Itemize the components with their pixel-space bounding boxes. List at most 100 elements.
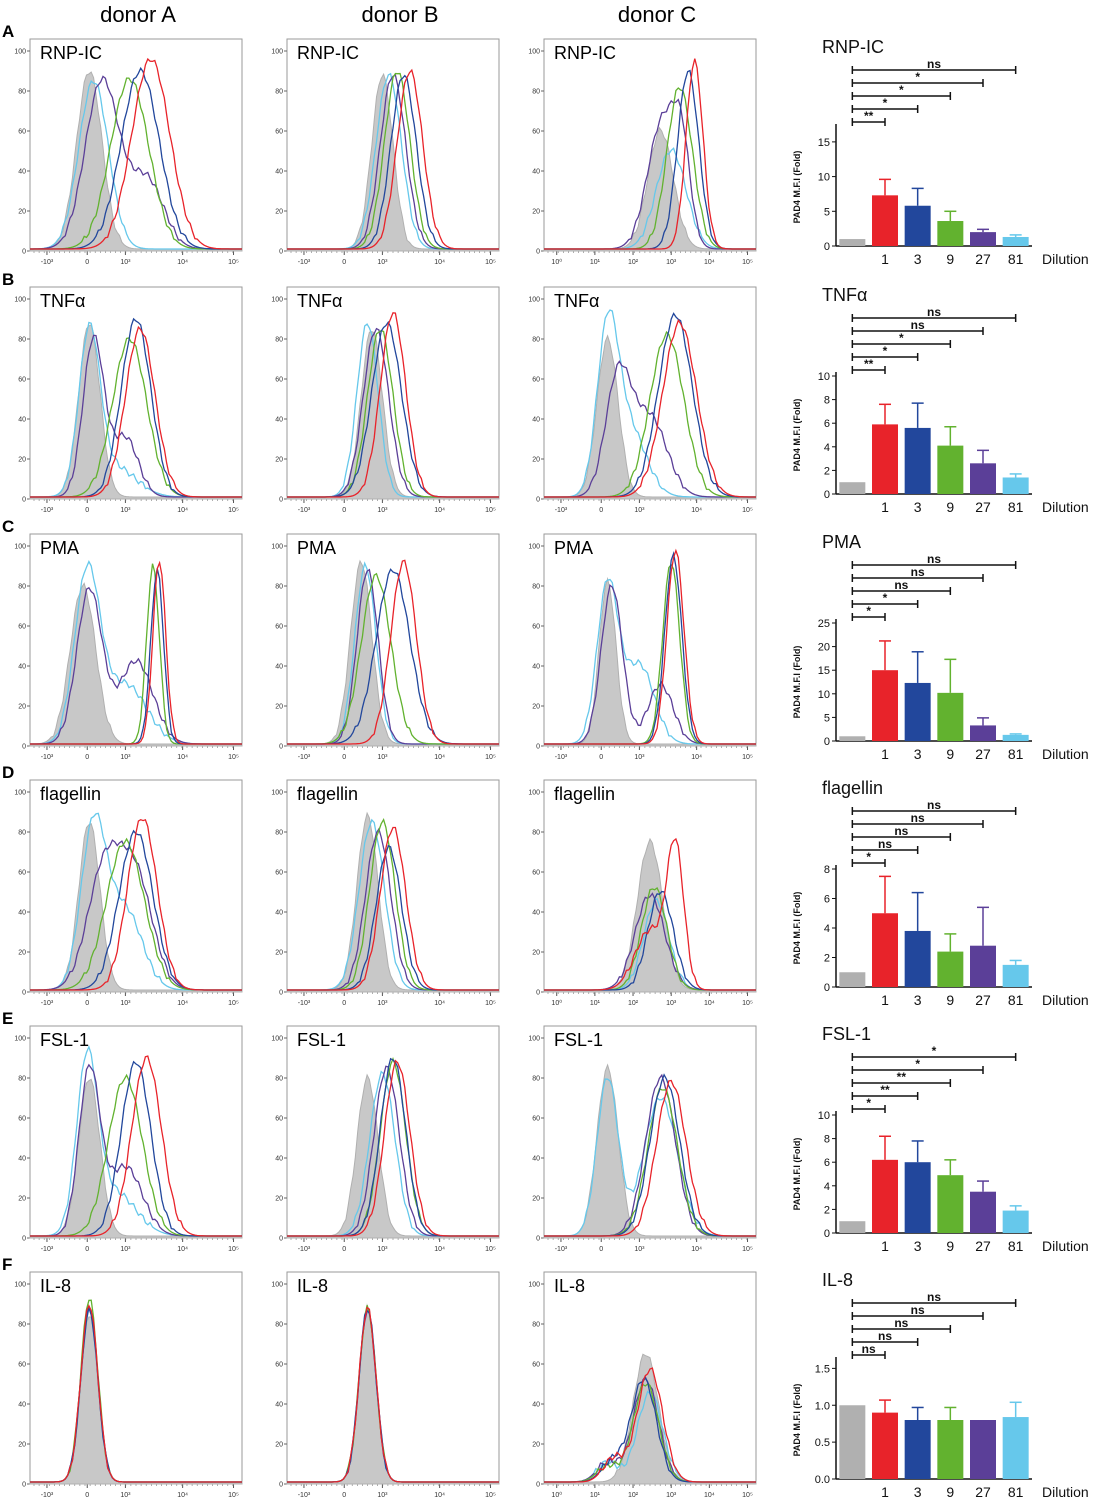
bar-A-ytick-label: 15	[818, 137, 830, 149]
hist-F-0-ytick-label: 40	[18, 1402, 26, 1409]
hist-C-2-ytick-label: 20	[532, 704, 540, 711]
bar-E-bar-control	[839, 1221, 866, 1233]
bar-B-bar-81	[1002, 477, 1029, 494]
hist-C-2-stimulus-label: PMA	[554, 538, 593, 558]
hist-B-1-xtick-label: 0	[342, 507, 346, 514]
hist-A-2-ytick-label: 100	[528, 49, 540, 56]
hist-E-1-ytick-label: 80	[275, 1076, 283, 1083]
hist-E-0-xtick-label: -10³	[41, 1246, 54, 1253]
hist-B-0-stimulus-label: TNFα	[40, 291, 85, 311]
hist-E-2-ytick-label: 0	[536, 1236, 540, 1243]
hist-A-1-stimulus-label: RNP-IC	[297, 43, 359, 63]
hist-A-2-ytick-label: 0	[536, 249, 540, 256]
hist-F-0-xtick-label: 10⁵	[228, 1492, 239, 1499]
bar-C-sig-label: ns	[894, 578, 908, 592]
bar-D-sig-label: ns	[878, 837, 892, 851]
bar-E-bar-81	[1002, 1210, 1029, 1233]
hist-B-2-curve-d27	[544, 360, 756, 498]
hist-D-1-xtick-label: 10⁵	[485, 1000, 496, 1007]
bar-D-xcat-label: 27	[975, 992, 991, 1008]
hist-B-1-ytick-label: 0	[279, 497, 283, 504]
panel-letter-E: E	[2, 1009, 13, 1028]
bar-D-ytick-label: 0	[824, 982, 830, 994]
bar-D-xcat-label: 3	[914, 992, 922, 1008]
hist-B-1-ytick-label: 60	[275, 377, 283, 384]
hist-C-2-xtick-label: 10⁴	[691, 754, 702, 761]
bar-B-ytick-label: 10	[818, 371, 830, 383]
bar-A-sig-label: *	[899, 83, 904, 97]
hist-F-2-ytick-label: 60	[532, 1362, 540, 1369]
bar-F-ylabel: PAD4 M.F.I (Fold)	[792, 1384, 802, 1457]
bar-B-sig-label: ns	[911, 318, 925, 332]
hist-A-1-xtick-label: -10³	[298, 259, 311, 266]
bar-B-bar-3	[904, 427, 931, 494]
bar-D-bar-27	[970, 945, 996, 987]
bar-C-bar-1	[872, 670, 898, 741]
hist-B-1-ytick-label: 40	[275, 417, 283, 424]
hist-D-2-xtick-label: 10⁰	[551, 999, 562, 1007]
donor-c-header: donor C	[618, 2, 696, 27]
bar-B-ytick-label: 6	[824, 418, 830, 430]
bar-A-bar-control	[839, 239, 866, 246]
hist-B-0-xtick-label: 10³	[120, 507, 131, 514]
hist-D-2-xtick-label: 10⁵	[742, 1000, 753, 1007]
bar-B-bar-27	[970, 463, 996, 494]
bar-F-sig-label: ns	[894, 1316, 908, 1330]
bar-E-bar-27	[970, 1191, 996, 1233]
hist-D-2-ytick-label: 80	[532, 830, 540, 837]
bar-A-title: RNP-IC	[822, 37, 884, 57]
hist-A-1-xtick-label: 10⁵	[485, 259, 496, 266]
hist-E-2-xtick-label: 10⁴	[691, 1246, 702, 1253]
hist-C-0-xtick-label: 0	[85, 754, 89, 761]
bar-A-ytick-label: 0	[824, 241, 830, 253]
hist-A-1-ytick-label: 20	[275, 209, 283, 216]
bar-E-bar-3	[904, 1162, 931, 1233]
bar-F-xcat-label: 3	[914, 1484, 922, 1500]
bar-E-ytick-label: 2	[824, 1204, 830, 1216]
hist-F-1-stimulus-label: IL-8	[297, 1276, 328, 1296]
hist-B-0-ytick-label: 80	[18, 337, 26, 344]
hist-C-1-ytick-label: 0	[279, 744, 283, 751]
bar-C-bar-control	[839, 736, 866, 741]
hist-C-2-ytick-label: 100	[528, 544, 540, 551]
hist-B-2-ytick-label: 80	[532, 337, 540, 344]
hist-D-1-xtick-label: 0	[342, 1000, 346, 1007]
hist-A-2-xtick-label: 10¹	[590, 259, 601, 266]
bar-F-title: IL-8	[822, 1270, 853, 1290]
panel-letter-C: C	[2, 517, 14, 536]
hist-A-1-xtick-label: 10⁴	[434, 259, 445, 266]
hist-E-0-ytick-label: 20	[18, 1196, 26, 1203]
hist-A-2-xtick-label: 10⁵	[742, 259, 753, 266]
hist-F-0-xtick-label: 10³	[120, 1492, 131, 1499]
bar-A-ytick-label: 5	[824, 206, 830, 218]
bar-D-ytick-label: 6	[824, 894, 830, 906]
hist-C-2-ytick-label: 40	[532, 664, 540, 671]
hist-F-2-ytick-label: 100	[528, 1282, 540, 1289]
hist-C-1-xtick-label: 10⁵	[485, 754, 496, 761]
bar-B-bar-9	[937, 445, 964, 494]
hist-B-0-ytick-label: 60	[18, 377, 26, 384]
hist-A-2-xtick-label: 10⁴	[704, 259, 715, 266]
hist-F-0-ytick-label: 60	[18, 1362, 26, 1369]
hist-B-0-ytick-label: 0	[22, 497, 26, 504]
bar-D-bar-81	[1002, 964, 1029, 987]
hist-B-0-frame	[29, 286, 243, 500]
bar-C-sig-label: *	[883, 591, 888, 605]
hist-A-0-xtick-label: -10³	[41, 259, 54, 266]
hist-B-0-xtick-label: 10⁵	[228, 507, 239, 514]
hist-C-0-curve-d1	[30, 560, 242, 745]
bar-A-xcat-label: 3	[914, 251, 922, 267]
hist-D-2-curve-d1	[544, 837, 756, 991]
panel-letter-A: A	[2, 22, 14, 41]
bar-C-xlabel: Dilution	[1042, 746, 1089, 762]
hist-D-0-ytick-label: 100	[14, 790, 26, 797]
hist-C-1-curve-d1	[287, 559, 499, 745]
hist-E-0-ytick-label: 40	[18, 1156, 26, 1163]
bar-E-sig-label: *	[932, 1044, 937, 1058]
hist-B-0-curve-d1	[30, 325, 242, 498]
bar-F-bar-control	[839, 1405, 866, 1479]
hist-F-2-xtick-label: 10⁴	[704, 1492, 715, 1499]
bar-B-ylabel: PAD4 M.F.I (Fold)	[792, 399, 802, 472]
